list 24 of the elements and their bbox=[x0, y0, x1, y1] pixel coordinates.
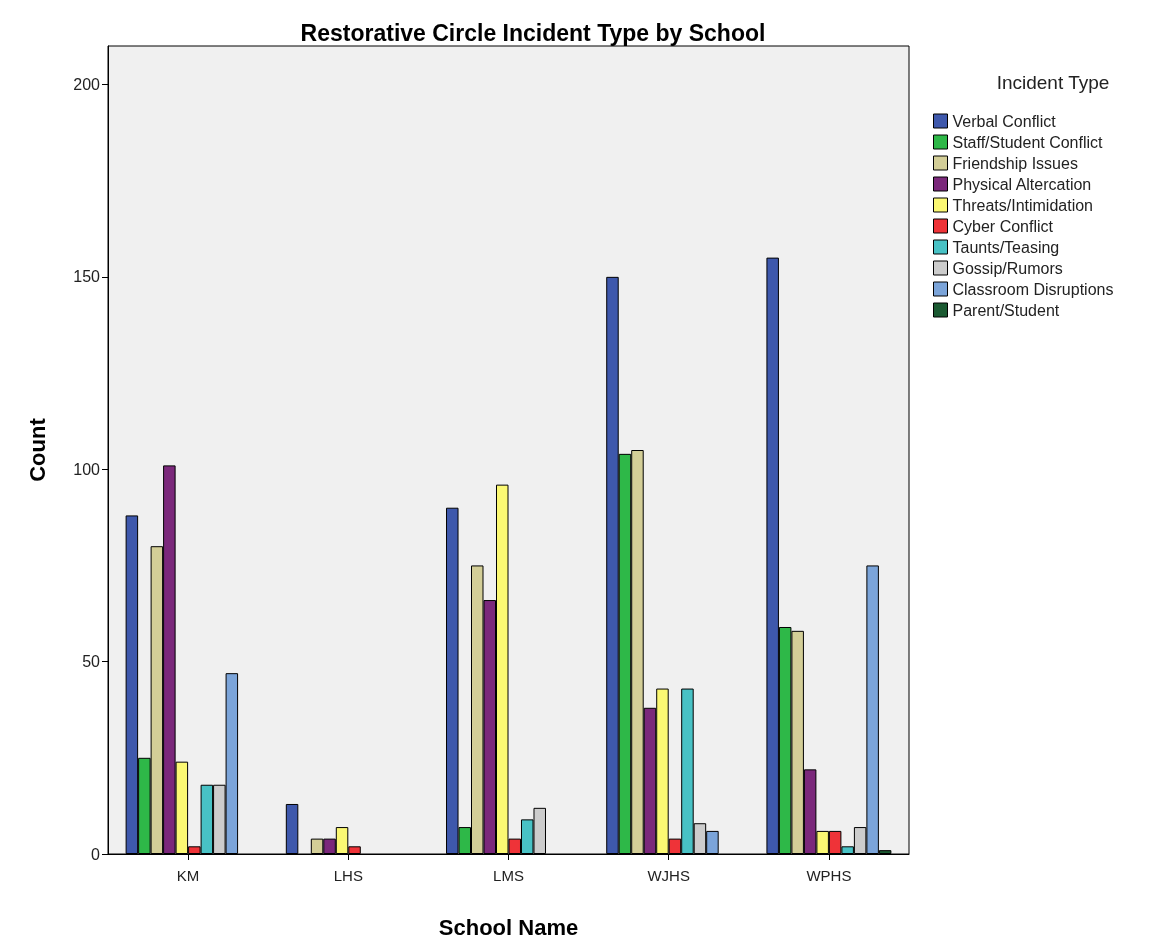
legend-label: Friendship Issues bbox=[952, 154, 1078, 172]
legend-label: Classroom Disruptions bbox=[952, 280, 1114, 298]
legend-label: Threats/Intimidation bbox=[952, 196, 1094, 214]
x-tick-label: WPHS bbox=[806, 867, 852, 884]
y-tick-label: 100 bbox=[73, 460, 101, 478]
x-axis-title: School Name bbox=[438, 914, 579, 940]
chart-title: Restorative Circle Incident Type by School bbox=[300, 19, 766, 46]
x-tick-label: KM bbox=[176, 867, 200, 884]
legend-label: Verbal Conflict bbox=[952, 112, 1057, 130]
y-tick-label: 50 bbox=[82, 653, 101, 671]
y-tick-label: 200 bbox=[73, 75, 101, 93]
legend-label: Physical Altercation bbox=[952, 175, 1092, 193]
x-tick-label: LHS bbox=[333, 867, 363, 884]
legend-label: Gossip/Rumors bbox=[952, 259, 1063, 277]
y-axis-title: Count bbox=[24, 417, 50, 482]
x-tick-label: WJHS bbox=[647, 867, 690, 884]
legend-label: Parent/Student bbox=[952, 301, 1060, 319]
x-tick-label: LMS bbox=[493, 867, 524, 884]
legend-label: Cyber Conflict bbox=[952, 217, 1054, 235]
y-tick-label: 0 bbox=[91, 845, 101, 863]
legend-label: Taunts/Teasing bbox=[952, 238, 1060, 256]
y-tick-label: 150 bbox=[73, 268, 101, 286]
legend-title: Incident Type bbox=[996, 72, 1110, 93]
legend-label: Staff/Student Conflict bbox=[952, 133, 1104, 151]
